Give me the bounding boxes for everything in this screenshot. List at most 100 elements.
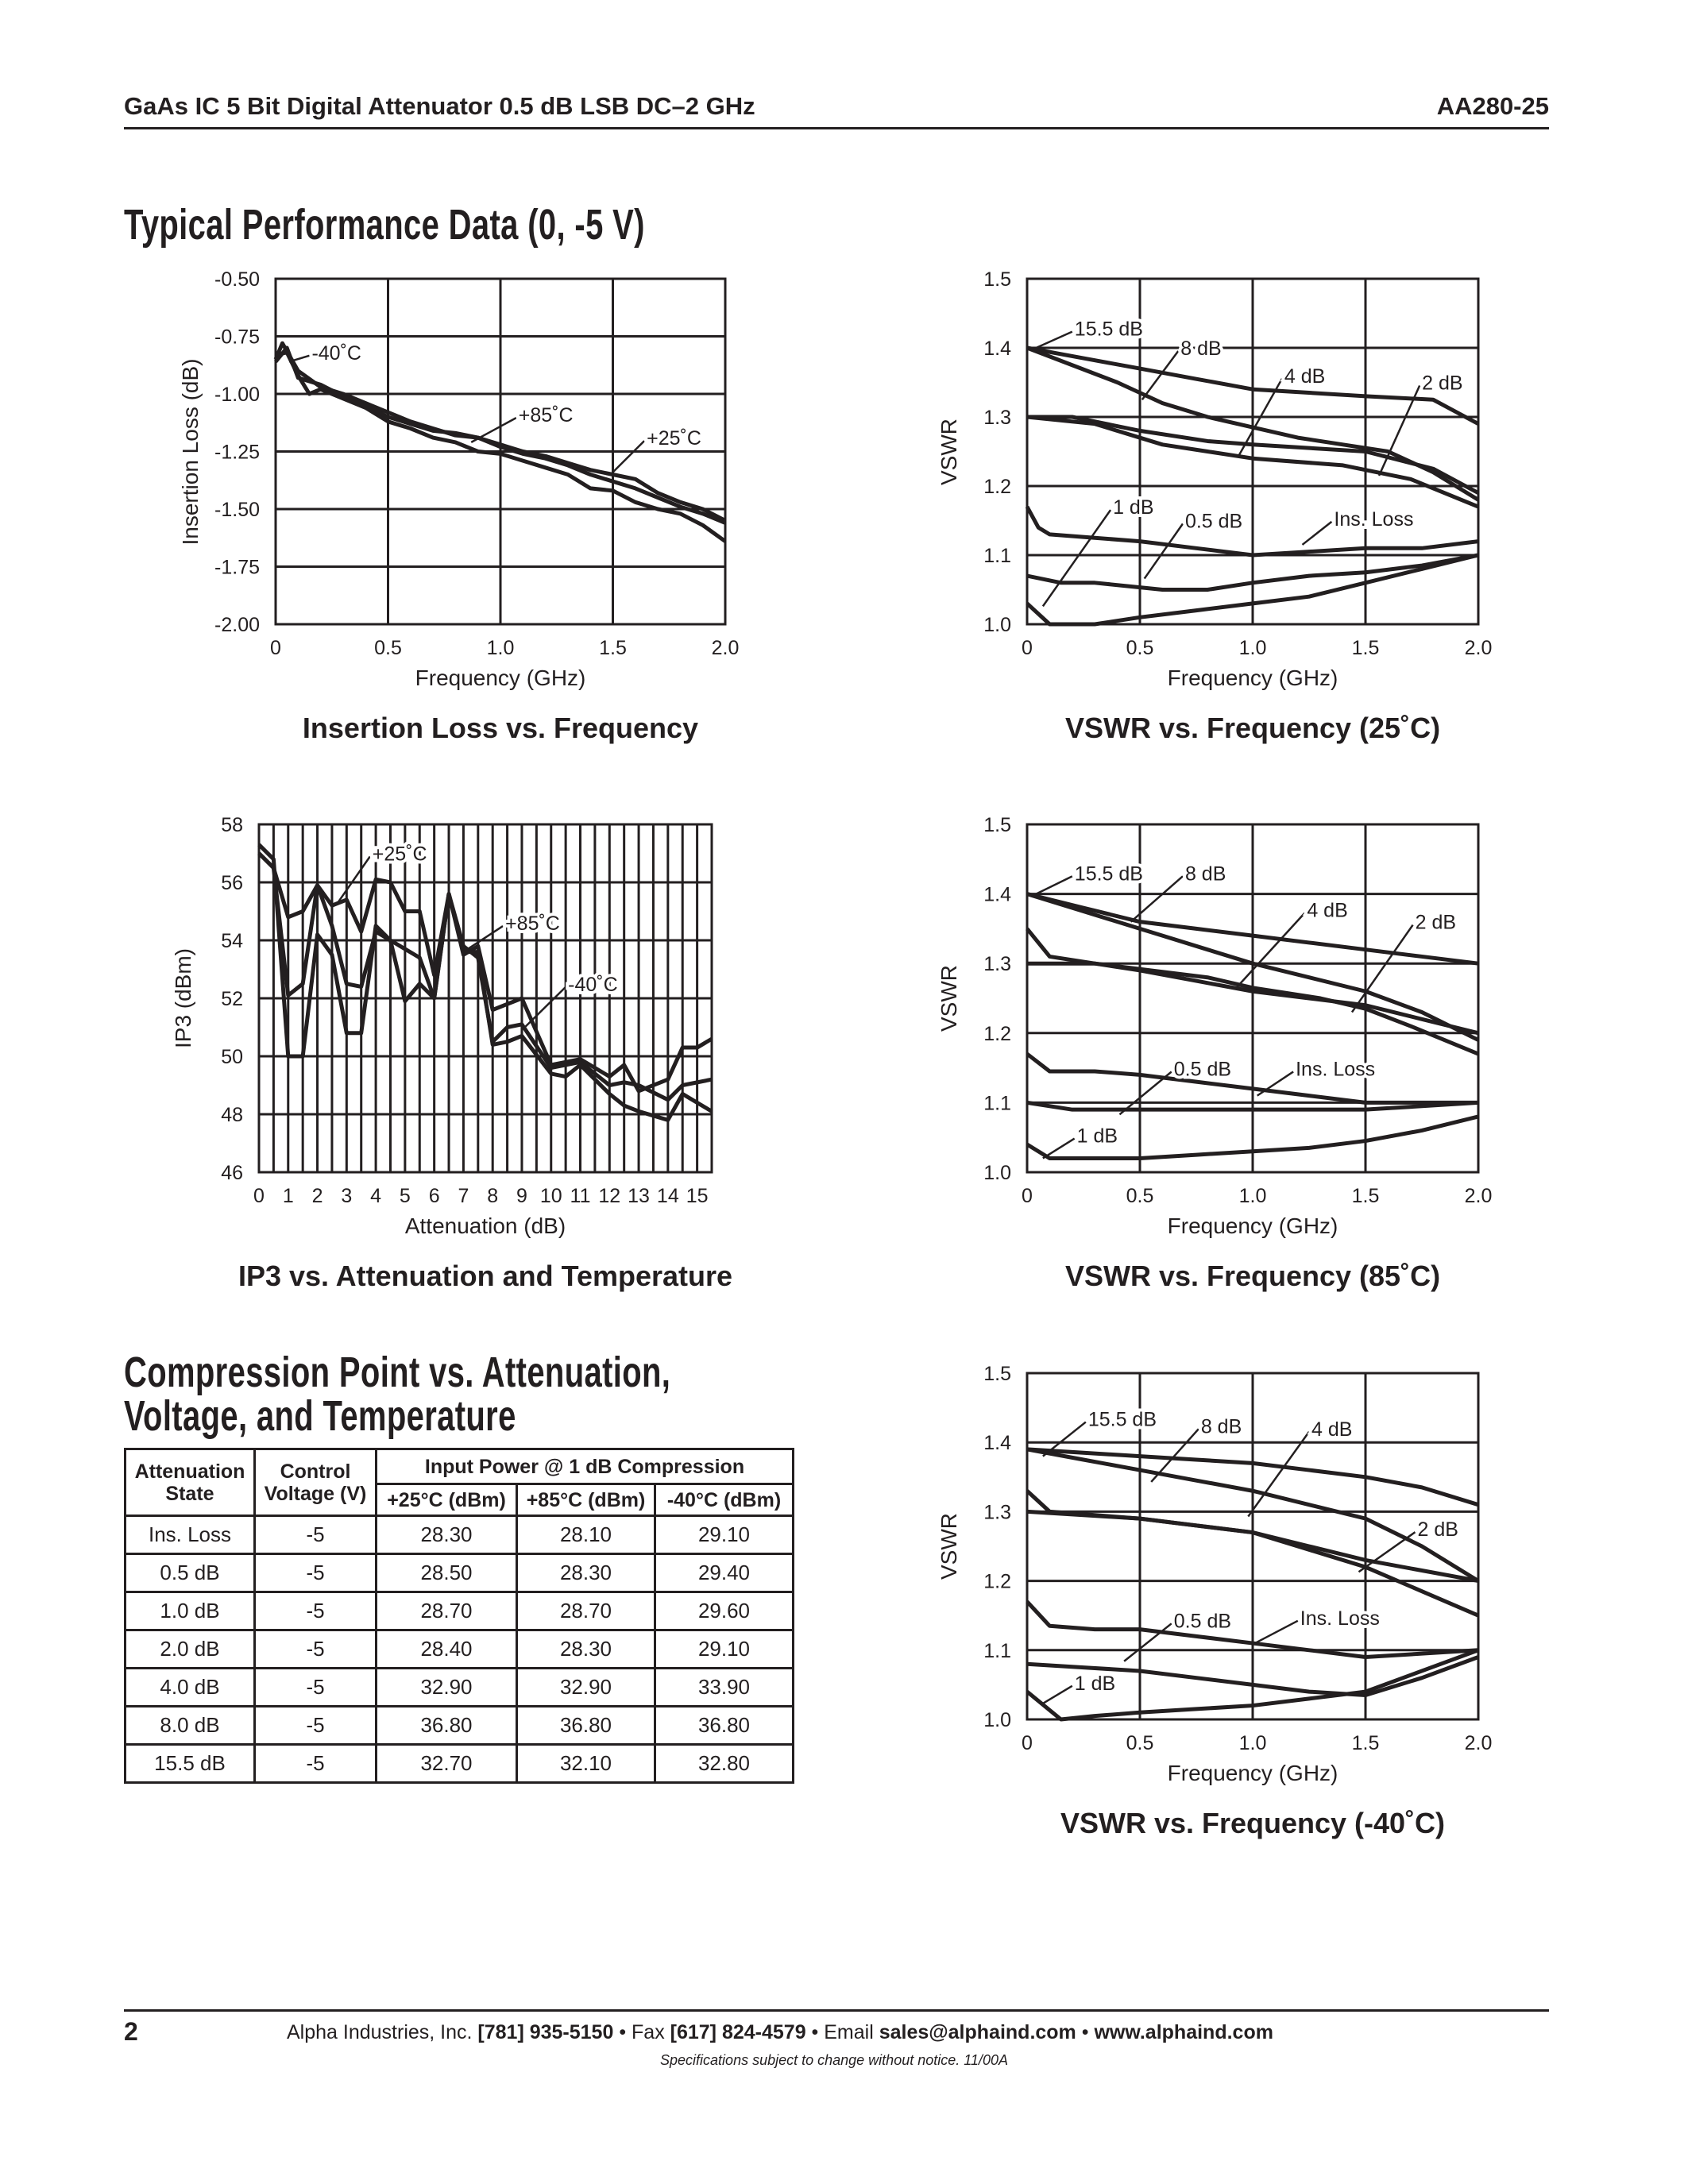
y-tick-label: 1.0 — [983, 1709, 1011, 1731]
series-line-0 — [1026, 345, 1480, 426]
y-axis-title: Insertion Loss (dB) — [178, 358, 203, 545]
email-label: • Email — [805, 2021, 879, 2043]
annotation-leader — [1247, 1431, 1311, 1518]
series-line-1 — [1026, 345, 1480, 502]
y-tick-label: 56 — [221, 872, 243, 894]
annotation-leader — [1377, 384, 1421, 477]
annotation-leader — [1238, 378, 1284, 456]
company-name: Alpha Industries, Inc. — [287, 2021, 478, 2043]
series-label: 4 dB — [1284, 365, 1325, 388]
table-cell: 32.70 — [375, 1743, 518, 1784]
table-cell: -5 — [253, 1629, 377, 1669]
header-input-power: Input Power @ 1 dB Compression — [375, 1448, 794, 1485]
y-tick-label: 50 — [221, 1046, 243, 1068]
x-tick-label: 2.0 — [712, 637, 740, 659]
x-tick-label: 10 — [540, 1185, 562, 1207]
x-axis-title: Frequency (GHz) — [1167, 1214, 1338, 1238]
x-tick-label: 1.5 — [1352, 637, 1380, 659]
header-rule — [124, 127, 1549, 129]
table-cell: 28.30 — [375, 1515, 518, 1555]
x-tick-label: 6 — [429, 1185, 440, 1207]
y-tick-label: 1.5 — [983, 1363, 1011, 1385]
y-tick-label: 1.4 — [983, 884, 1011, 906]
annotation-leader — [1035, 875, 1073, 895]
header-title: GaAs IC 5 Bit Digital Attenuator 0.5 dB … — [124, 92, 755, 120]
table-cell: 36.80 — [654, 1705, 794, 1746]
annotation-leader — [1035, 330, 1073, 349]
series-label: -40˚C — [568, 974, 618, 996]
compression-title-line1: Compression Point vs. Attenuation, — [124, 1349, 671, 1396]
annotation-leader — [1358, 1531, 1416, 1573]
x-axis-title: Frequency (GHz) — [415, 666, 586, 690]
chart-0: 0 0.5 1.0 1.5 2.0 -0.50 -0.75 -1.00 -1.25 -1.50 -1… — [214, 268, 739, 659]
table-cell: -5 — [253, 1705, 377, 1746]
plot-frame — [1026, 823, 1480, 1174]
annotation-leader — [1042, 1421, 1087, 1457]
annotation-leader — [1150, 1428, 1199, 1483]
y-tick-label: 1.1 — [983, 1092, 1011, 1114]
series-line-6 — [1025, 505, 1479, 558]
table-cell: 32.90 — [516, 1667, 656, 1707]
x-tick-label: 0 — [1022, 1732, 1033, 1754]
x-tick-label: 3 — [341, 1185, 352, 1207]
table-cell: 28.30 — [516, 1553, 656, 1593]
table-row: 2.0 dB -5 28.40 28.30 29.10 — [124, 1629, 794, 1669]
series-label: +85˚C — [519, 404, 574, 426]
email-link[interactable]: sales@alphaind.com — [879, 2021, 1076, 2043]
table-cell: -5 — [253, 1743, 377, 1784]
series-line-2 — [257, 843, 713, 1122]
series-label: +25˚C — [647, 427, 701, 450]
series-line-0 — [1026, 892, 1479, 966]
series-label: 4 dB — [1307, 900, 1347, 922]
annotation-leader — [1301, 520, 1333, 546]
annotation-leader — [1130, 875, 1184, 923]
table-cell: 33.90 — [654, 1667, 794, 1707]
series-line-3 — [1027, 415, 1480, 495]
x-tick-label: 8 — [487, 1185, 498, 1207]
table-cell: 28.30 — [516, 1629, 656, 1669]
annotation-leader — [470, 417, 517, 443]
y-tick-label: 1.2 — [983, 1571, 1011, 1593]
table-row: 1.0 dB -5 28.70 28.70 29.60 — [124, 1591, 794, 1631]
plot-area: 0 0.5 1.0 1.5 2.0 -0.50 -0.75 -1.00 -1.25 -1.50 -1… — [214, 268, 739, 659]
x-tick-label: 5 — [400, 1185, 411, 1207]
y-tick-label: -0.50 — [214, 268, 260, 291]
x-tick-label: 1.5 — [1352, 1732, 1380, 1754]
table-cell: 0.5 dB — [124, 1553, 256, 1593]
table-cell: 29.40 — [654, 1553, 794, 1593]
plot-frame — [1026, 1372, 1480, 1721]
compression-table: Attenuation State Control Voltage (V) Inpu… — [124, 1448, 794, 1784]
y-tick-label: 48 — [221, 1104, 243, 1126]
table-row: 15.5 dB -5 32.70 32.10 32.80 — [124, 1743, 794, 1784]
series-line-6 — [1026, 1052, 1478, 1105]
y-tick-label: 46 — [221, 1162, 243, 1184]
y-tick-label: -1.00 — [214, 384, 260, 406]
chart-caption: VSWR vs. Frequency (85˚C) — [1064, 1260, 1441, 1292]
x-tick-label: 1 — [283, 1185, 294, 1207]
plot-frame — [1026, 277, 1480, 626]
table-row: 4.0 dB -5 32.90 32.90 33.90 — [124, 1667, 794, 1707]
x-tick-label: 2.0 — [1465, 1732, 1493, 1754]
series-label: 15.5 dB — [1075, 862, 1143, 885]
series-line-4 — [1026, 1648, 1479, 1722]
table-cell: 8.0 dB — [124, 1705, 256, 1746]
annotation-leader — [1350, 924, 1414, 1013]
annotation-leader — [1236, 912, 1306, 988]
x-tick-label: 2.0 — [1465, 637, 1493, 659]
y-tick-label: 1.1 — [983, 545, 1011, 567]
series-label: 0.5 dB — [1174, 1058, 1231, 1080]
series-label: 1 dB — [1113, 496, 1153, 519]
series-label: 8 dB — [1180, 338, 1221, 360]
table-cell: 28.40 — [375, 1629, 518, 1669]
x-tick-label: 1.0 — [1239, 637, 1267, 659]
x-axis-title: Frequency (GHz) — [1167, 666, 1338, 690]
table-cell: 28.70 — [375, 1591, 518, 1631]
website-link[interactable]: www.alphaind.com — [1094, 2021, 1273, 2043]
x-tick-label: 0.5 — [374, 637, 402, 659]
plot-area: 0 0.5 1.0 1.5 2.0 1.0 1.1 1.2 1.3 1.4 1.5 15.5 dB 8 … — [983, 1363, 1492, 1754]
chart-4: 0 0.5 1.0 1.5 2.0 1.0 1.1 1.2 1.3 1.4 1.5 15.5 dB 8 … — [983, 1363, 1492, 1754]
series-line-5 — [1026, 1100, 1479, 1112]
x-tick-label: 13 — [628, 1185, 650, 1207]
x-tick-label: 4 — [370, 1185, 381, 1207]
